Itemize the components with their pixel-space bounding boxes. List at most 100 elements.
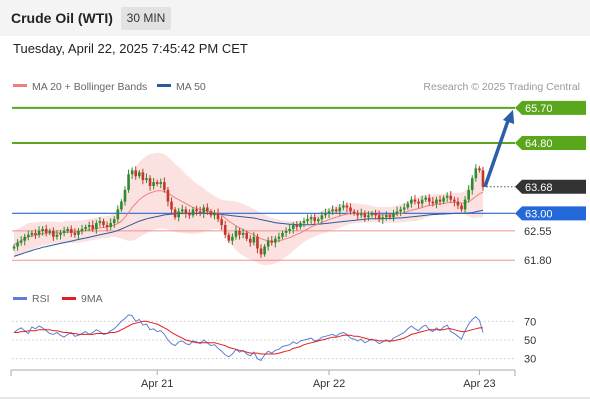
candle-body [170,201,173,210]
level-tag [515,179,586,194]
candle-body [274,238,277,243]
candle-body [123,189,127,202]
candle-body [363,213,367,218]
candle-body [445,195,449,198]
rsi-tick-label: 30 [524,354,536,366]
candle-body [198,211,202,214]
level-tag [515,206,586,221]
candle-body [442,197,445,202]
candle-body [166,189,170,202]
forecast-arrow [483,117,511,188]
candle-body [159,182,163,185]
candle-body [62,230,66,233]
legend-swatch [13,297,27,300]
candle-body [417,201,420,204]
candle-body [48,230,52,233]
candle-body [435,199,438,204]
candle-body [266,240,270,247]
candle-body [385,215,388,218]
candle-body [73,232,77,235]
candle-body [359,213,363,216]
candle-body [152,182,155,186]
candle-body [141,172,145,181]
candle-body [420,199,424,204]
candle-body [12,246,16,249]
candle-body [270,240,274,243]
candle-body [320,215,324,220]
ma50-line [13,209,484,257]
candle-body [116,209,120,220]
level-label: 65.70 [525,103,553,115]
candle-body [406,203,410,208]
candle-body [478,168,481,171]
candle-body [127,174,130,190]
candle-body [245,232,248,239]
candle-body [41,228,44,231]
legend-label: MA 50 [176,81,206,93]
candle-body [138,172,141,177]
candle-body [231,236,234,241]
candle-body [277,236,281,239]
candle-body [388,215,392,218]
candle-body [66,228,69,231]
candle-body [377,215,381,220]
candle-body [288,228,291,231]
candle-body [95,223,98,229]
candle-body [470,178,474,190]
candle-body [284,230,288,233]
candle-body [213,213,216,216]
candle-body [188,213,191,216]
candle-body [460,205,463,210]
candle-body [381,217,385,220]
candle-body [374,213,377,216]
candle-body [148,178,152,186]
candle-body [23,236,27,241]
candle-body [220,219,223,226]
candle-body [202,207,206,214]
candle-body [467,189,470,200]
candle-body [256,236,259,249]
candle-body [130,170,134,175]
candle-body [395,211,399,214]
level-tag [515,135,586,150]
candle-body [317,219,320,222]
ma20-line [13,190,484,246]
candle-body [399,209,402,212]
candle-body [327,211,331,214]
candle-body [37,230,41,235]
candle-body [163,182,166,190]
candle-body [69,228,73,233]
candle-body [177,211,180,218]
x-tick-label: Apr 22 [313,378,345,390]
candle-body [16,242,19,247]
candle-body [238,230,241,235]
legend-swatch [13,84,27,87]
candle-body [281,232,284,237]
candle-body [410,199,413,204]
legend-label: 9MA [81,293,103,305]
legend-swatch [157,84,171,87]
level-label: 63.68 [525,182,553,194]
candle-body [453,199,456,202]
candle-body [342,205,345,208]
x-tick-label: Apr 21 [141,378,173,390]
candle-body [338,207,342,212]
rsi-tick-label: 50 [524,335,536,347]
candle-body [248,238,252,243]
candle-body [367,215,370,218]
candle-body [424,197,427,200]
candle-body [52,230,55,237]
candle-body [324,213,327,216]
timeframe-button[interactable]: 30 MIN [121,7,171,30]
candle-body [91,225,95,229]
candle-body [195,209,198,212]
copyright-text: Research © 2025 Trading Central [423,81,580,93]
candle-body [474,168,478,179]
candle-body [241,232,245,235]
header-bar [0,0,590,36]
candle-body [295,225,299,228]
candle-body [216,213,220,220]
candle-body [313,217,317,222]
candle-body [263,246,266,255]
